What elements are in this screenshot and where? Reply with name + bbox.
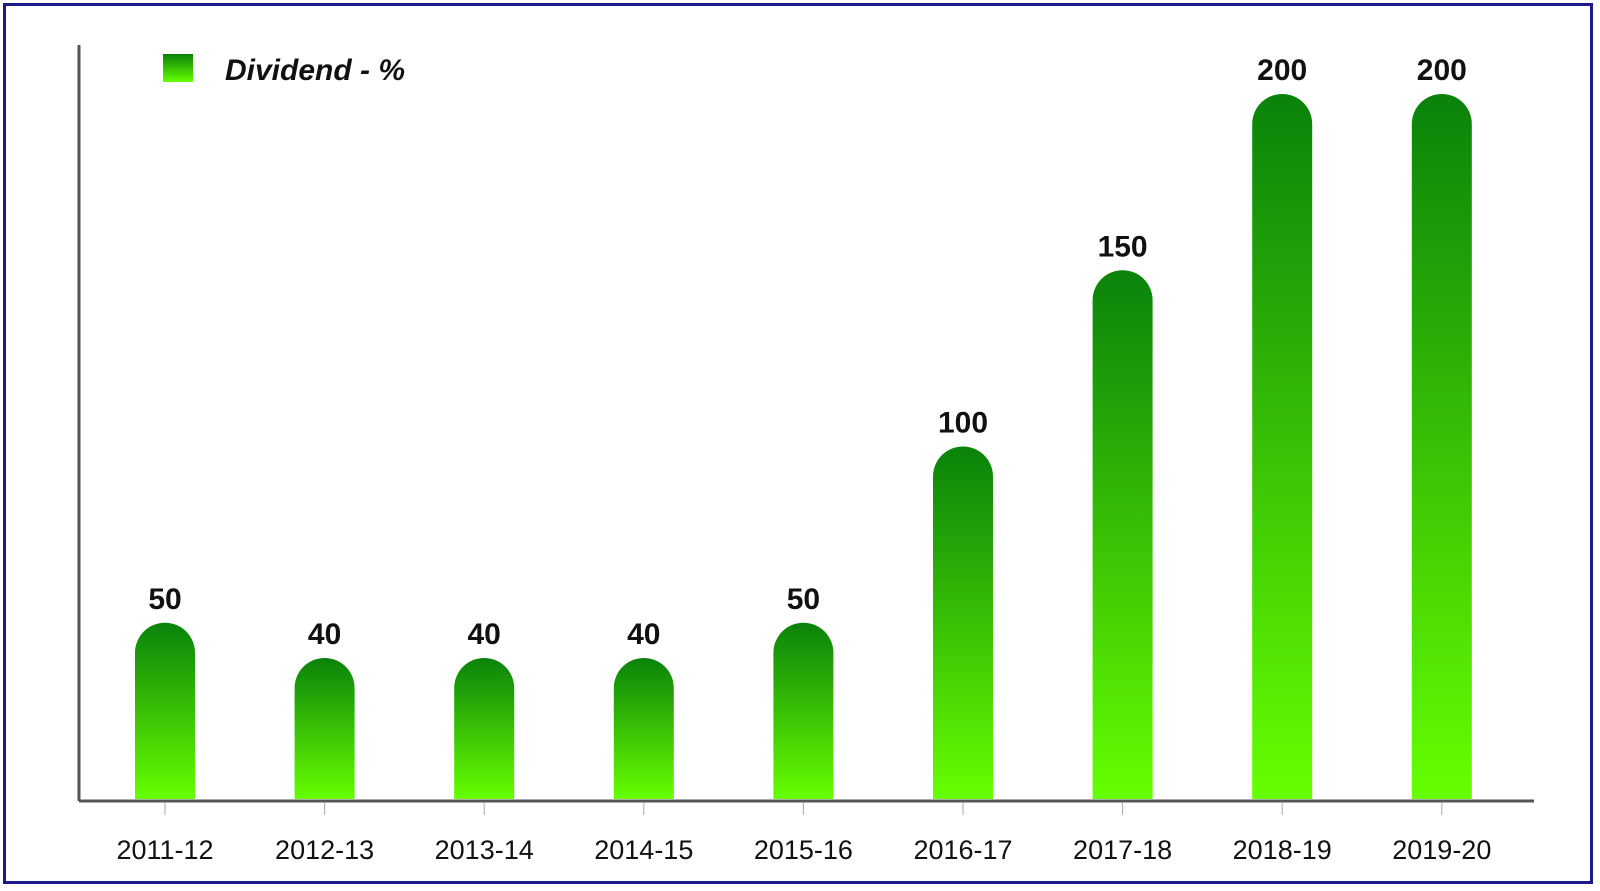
bar-2012-13 bbox=[294, 658, 355, 799]
x-tick-label-2012-13: 2012-13 bbox=[275, 835, 374, 865]
value-label-2014-15: 40 bbox=[627, 618, 660, 651]
bar-2015-16 bbox=[773, 622, 834, 799]
value-label-2017-18: 150 bbox=[1098, 230, 1148, 263]
x-ticks bbox=[164, 802, 1443, 815]
value-label-2012-13: 40 bbox=[308, 618, 341, 651]
bar-2014-15 bbox=[613, 658, 674, 799]
x-tick-label-2014-15: 2014-15 bbox=[594, 835, 693, 865]
x-tick-label-2019-20: 2019-20 bbox=[1392, 835, 1491, 865]
x-tick-label-2018-19: 2018-19 bbox=[1233, 835, 1332, 865]
x-tick-label-2017-18: 2017-18 bbox=[1073, 835, 1172, 865]
legend-swatch bbox=[163, 54, 193, 82]
value-label-2018-19: 200 bbox=[1257, 54, 1307, 87]
value-label-2016-17: 100 bbox=[938, 407, 988, 440]
legend: Dividend - % bbox=[163, 54, 405, 87]
bar-2017-18 bbox=[1092, 270, 1153, 800]
bar-2013-14 bbox=[454, 658, 515, 799]
legend-label: Dividend - % bbox=[225, 54, 405, 87]
x-tick-label-2011-12: 2011-12 bbox=[116, 835, 213, 865]
value-label-2015-16: 50 bbox=[787, 583, 820, 616]
x-tick-label-2015-16: 2015-16 bbox=[754, 835, 853, 865]
bars bbox=[135, 94, 1472, 800]
bar-2019-20 bbox=[1411, 94, 1472, 800]
value-label-2013-14: 40 bbox=[468, 618, 501, 651]
value-labels: 50 40 40 40 50 100 150 200 200 bbox=[148, 54, 1467, 651]
bar-2018-19 bbox=[1252, 94, 1313, 800]
x-tick-label-2016-17: 2016-17 bbox=[913, 835, 1012, 865]
bar-2016-17 bbox=[933, 446, 993, 799]
bar-2011-12 bbox=[135, 622, 195, 799]
value-label-2019-20: 200 bbox=[1417, 54, 1467, 87]
x-tick-label-2013-14: 2013-14 bbox=[435, 835, 534, 865]
x-tick-labels: 2011-12 2012-13 2013-14 2014-15 2015-16 2016-… bbox=[116, 835, 1491, 865]
value-label-2011-12: 50 bbox=[148, 583, 181, 616]
